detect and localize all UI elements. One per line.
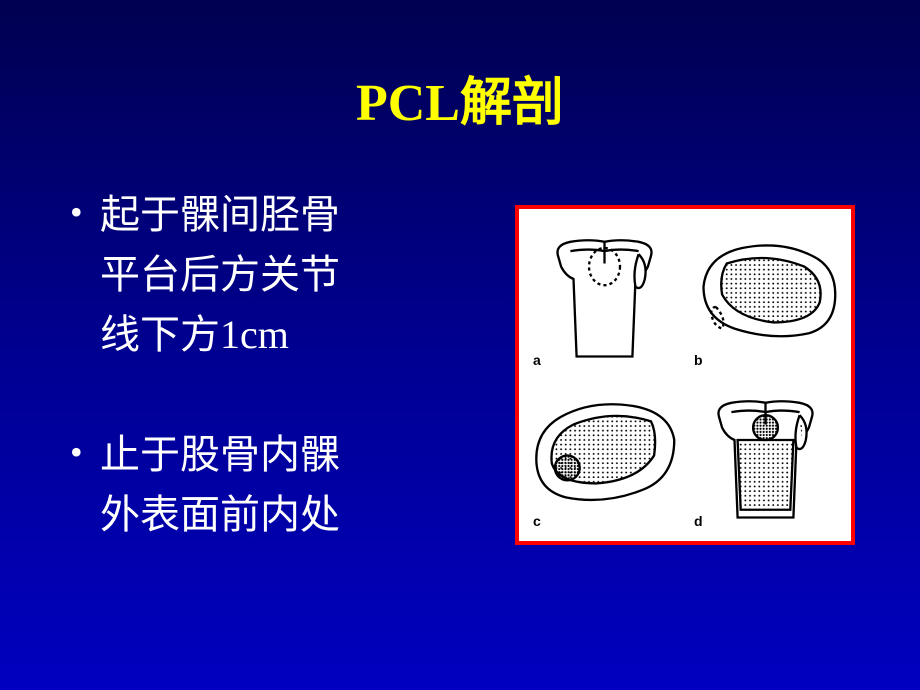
bullet-text-line: 外表面前内处 (100, 485, 500, 545)
text-column: • 起于髁间胫骨 平台后方关节 线下方1cm • 止于股骨内髁 外表面前内处 (70, 175, 500, 605)
panel-c: c (527, 378, 682, 533)
bullet-marker: • (70, 425, 100, 485)
bullet-marker: • (70, 185, 100, 245)
panel-label: b (694, 352, 703, 368)
panel-label: d (694, 513, 703, 529)
content-area: • 起于髁间胫骨 平台后方关节 线下方1cm • 止于股骨内髁 外表面前内处 (0, 135, 920, 605)
panel-a: a (527, 217, 682, 372)
slide-title: PCL解剖 (0, 0, 920, 135)
anatomy-figure: a b (515, 205, 855, 545)
bullet-text-line: 平台后方关节 (100, 245, 500, 305)
panel-d: d (688, 378, 843, 533)
panel-label: a (533, 352, 541, 368)
bullet-item: • 起于髁间胫骨 平台后方关节 线下方1cm (70, 185, 500, 365)
bullet-text-line: 止于股骨内髁 (100, 425, 500, 485)
bullet-text-line: 线下方1cm (100, 305, 500, 365)
bullet-text-line: 起于髁间胫骨 (100, 185, 500, 245)
panel-b: b (688, 217, 843, 372)
panel-label: c (533, 513, 541, 529)
figure-column: a b (500, 175, 870, 605)
bullet-item: • 止于股骨内髁 外表面前内处 (70, 425, 500, 545)
